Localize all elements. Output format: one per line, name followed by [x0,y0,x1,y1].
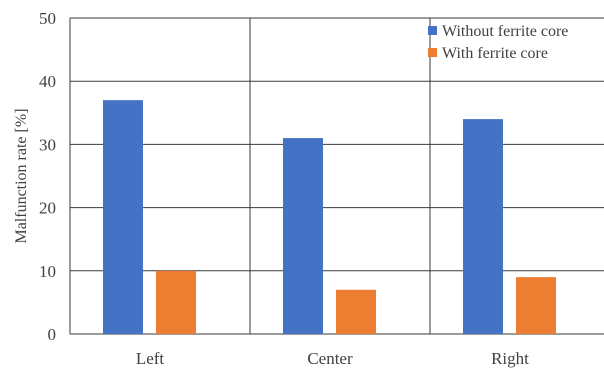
bar-with-ferrite-core-left [156,270,196,334]
bar-without-ferrite-core-left [103,100,143,334]
y-tick-label-30: 30 [39,135,56,154]
y-tick-label-10: 10 [39,262,56,281]
chart-bars [103,100,556,335]
y-tick-label-40: 40 [39,72,56,91]
legend-label-with-ferrite-core: With ferrite core [442,45,548,62]
bar-with-ferrite-core-right [516,277,556,334]
x-tick-label-left: Left [136,349,165,368]
bar-with-ferrite-core-center [336,289,376,334]
chart-legend: Without ferrite core With ferrite core [428,23,568,62]
y-axis-label: Malfunction rate [%] [13,108,30,243]
legend-swatch-with-ferrite-core [428,48,437,57]
x-axis-ticks: Left Center Right [136,349,529,368]
legend-label-without-ferrite-core: Without ferrite core [442,23,568,40]
y-axis-ticks: 0 10 20 30 40 50 [39,9,56,344]
x-tick-label-right: Right [491,349,529,368]
bar-without-ferrite-core-center [283,138,323,334]
y-tick-label-20: 20 [39,199,56,218]
x-tick-label-center: Center [307,349,353,368]
y-tick-label-0: 0 [48,325,57,344]
legend-swatch-without-ferrite-core [428,26,437,35]
bar-without-ferrite-core-right [463,119,503,335]
y-tick-label-50: 50 [39,9,56,28]
